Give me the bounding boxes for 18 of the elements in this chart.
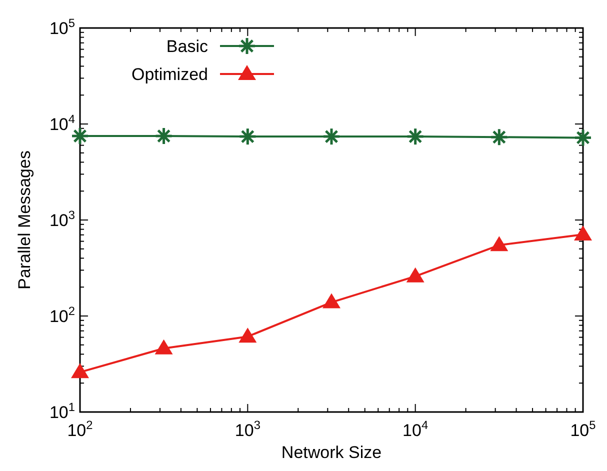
x-tick-label: 10$^{5}$	[570, 418, 596, 440]
point	[574, 226, 592, 241]
y-tick-label: 10$^{2}$	[49, 304, 76, 326]
point	[71, 363, 89, 378]
x-axis-title: Network Size	[281, 443, 382, 462]
x-tick-label: 10$^{3}$	[234, 418, 261, 440]
x-tick-label: 10$^{4}$	[402, 418, 428, 440]
legend-label: Basic	[166, 37, 208, 56]
y-tick-label: 10$^{4}$	[49, 112, 76, 134]
point	[406, 267, 424, 282]
y-tick-label: 10$^{3}$	[49, 208, 76, 230]
legend-label: Optimized	[131, 65, 208, 84]
y-tick-label: 10$^{5}$	[49, 16, 76, 38]
point	[490, 236, 508, 252]
y-axis-title: Parallel Messages	[15, 150, 34, 290]
point	[238, 328, 257, 343]
point	[154, 339, 173, 354]
point	[322, 293, 340, 308]
